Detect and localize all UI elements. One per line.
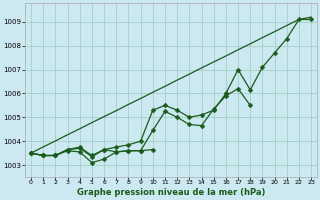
X-axis label: Graphe pression niveau de la mer (hPa): Graphe pression niveau de la mer (hPa)	[77, 188, 265, 197]
